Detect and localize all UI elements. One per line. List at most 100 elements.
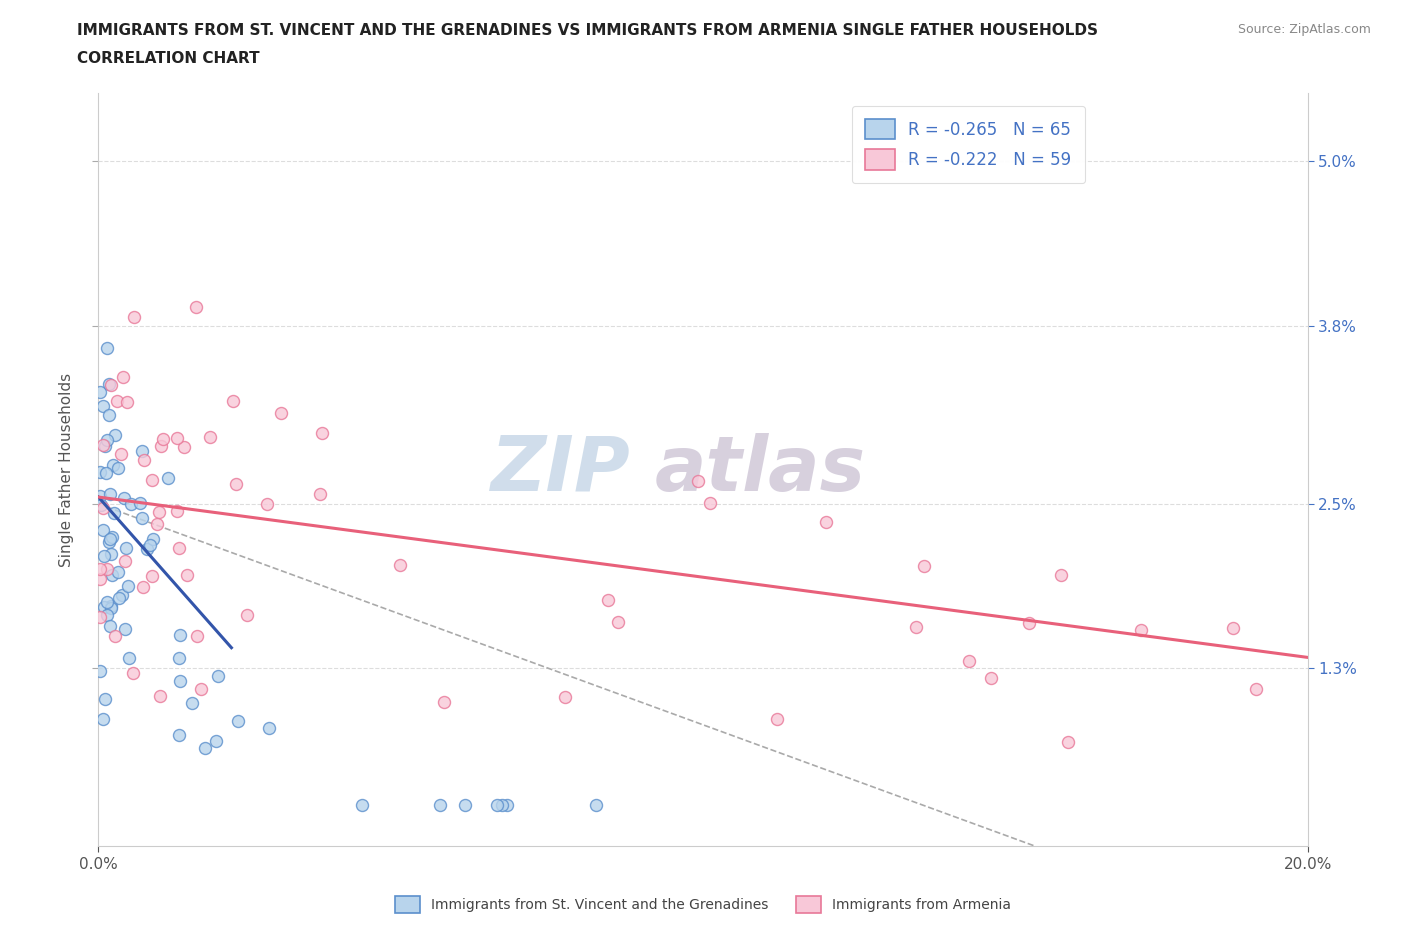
Legend: R = -0.265   N = 65, R = -0.222   N = 59: R = -0.265 N = 65, R = -0.222 N = 59	[852, 105, 1085, 183]
Point	[429, 798, 451, 813]
Point	[235, 607, 257, 622]
Point	[607, 615, 630, 630]
Point	[980, 671, 1002, 685]
Point	[118, 650, 141, 665]
Point	[91, 712, 114, 727]
Point	[114, 622, 136, 637]
Point	[169, 673, 191, 688]
Point	[957, 654, 980, 669]
Point	[256, 497, 278, 512]
Point	[149, 688, 172, 703]
Point	[93, 549, 115, 564]
Text: ZIP: ZIP	[491, 432, 630, 507]
Point	[89, 572, 111, 587]
Point	[207, 669, 229, 684]
Point	[91, 522, 114, 537]
Point	[93, 600, 115, 615]
Point	[166, 503, 188, 518]
Point	[141, 472, 163, 487]
Point	[124, 310, 146, 325]
Point	[194, 740, 217, 755]
Point	[167, 540, 190, 555]
Text: atlas: atlas	[655, 432, 866, 507]
Point	[104, 427, 127, 442]
Point	[98, 377, 121, 392]
Point	[96, 607, 118, 622]
Point	[120, 496, 142, 511]
Point	[1018, 616, 1040, 631]
Point	[111, 588, 134, 603]
Y-axis label: Single Father Households: Single Father Households	[59, 373, 75, 566]
Text: IMMIGRANTS FROM ST. VINCENT AND THE GRENADINES VS IMMIGRANTS FROM ARMENIA SINGLE: IMMIGRANTS FROM ST. VINCENT AND THE GREN…	[77, 23, 1098, 38]
Text: Source: ZipAtlas.com: Source: ZipAtlas.com	[1237, 23, 1371, 36]
Point	[131, 444, 153, 458]
Point	[104, 629, 127, 644]
Point	[112, 369, 135, 384]
Point	[98, 407, 121, 422]
Point	[132, 453, 155, 468]
Point	[89, 464, 111, 479]
Point	[131, 511, 153, 525]
Point	[89, 663, 111, 678]
Point	[128, 496, 150, 511]
Point	[491, 798, 513, 813]
Point	[184, 299, 207, 314]
Point	[100, 601, 122, 616]
Point	[96, 340, 118, 355]
Point	[350, 798, 373, 813]
Point	[226, 713, 249, 728]
Text: CORRELATION CHART: CORRELATION CHART	[77, 51, 260, 66]
Point	[1056, 735, 1078, 750]
Point	[198, 429, 221, 444]
Point	[98, 532, 121, 547]
Point	[97, 534, 120, 549]
Point	[686, 473, 709, 488]
Point	[132, 579, 155, 594]
Point	[388, 557, 411, 572]
Point	[89, 610, 111, 625]
Point	[139, 538, 162, 552]
Point	[98, 618, 121, 633]
Point	[146, 516, 169, 531]
Point	[204, 734, 226, 749]
Point	[96, 466, 118, 481]
Point	[270, 405, 292, 420]
Point	[596, 592, 619, 607]
Point	[103, 506, 125, 521]
Point	[225, 477, 247, 492]
Point	[101, 529, 124, 544]
Point	[496, 798, 519, 813]
Point	[142, 531, 165, 546]
Point	[453, 798, 475, 813]
Point	[311, 426, 333, 441]
Point	[98, 487, 121, 502]
Point	[91, 438, 114, 453]
Point	[110, 446, 132, 461]
Point	[176, 567, 198, 582]
Point	[114, 553, 136, 568]
Point	[180, 696, 202, 711]
Point	[222, 393, 245, 408]
Point	[101, 458, 124, 472]
Point	[173, 440, 195, 455]
Point	[190, 681, 212, 696]
Point	[96, 432, 118, 447]
Point	[309, 486, 332, 501]
Point	[152, 432, 174, 446]
Point	[100, 598, 122, 613]
Point	[1244, 682, 1267, 697]
Point	[1049, 567, 1071, 582]
Point	[93, 438, 115, 453]
Legend: Immigrants from St. Vincent and the Grenadines, Immigrants from Armenia: Immigrants from St. Vincent and the Gren…	[389, 890, 1017, 919]
Point	[117, 578, 139, 593]
Point	[121, 666, 143, 681]
Point	[108, 591, 131, 605]
Point	[166, 431, 188, 445]
Point	[107, 460, 129, 475]
Point	[912, 559, 935, 574]
Point	[101, 568, 124, 583]
Point	[1130, 622, 1153, 637]
Point	[94, 692, 117, 707]
Point	[115, 540, 138, 555]
Point	[585, 798, 607, 813]
